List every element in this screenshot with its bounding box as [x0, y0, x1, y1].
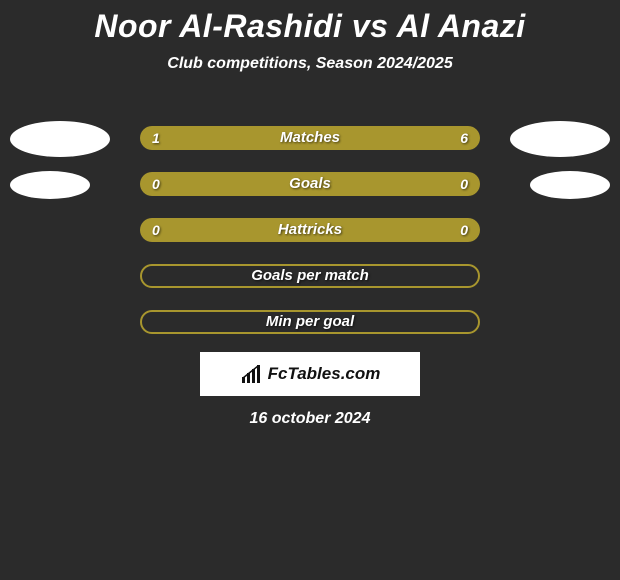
source-logo: FcTables.com [200, 352, 420, 396]
stat-bar [140, 126, 480, 150]
stat-bar [140, 172, 480, 196]
subtitle: Club competitions, Season 2024/2025 [0, 55, 620, 73]
player-right-avatar [510, 121, 610, 157]
comparison-infographic: Noor Al-Rashidi vs Al Anazi Club competi… [0, 0, 620, 580]
stat-row: Goals per match [0, 264, 620, 290]
stat-bar-left-fill [140, 172, 310, 196]
stat-row: Goals00 [0, 172, 620, 198]
source-logo-text: FcTables.com [268, 364, 381, 383]
stat-bar [140, 310, 480, 334]
stat-bar-right-fill [188, 126, 480, 150]
stat-bar [140, 264, 480, 288]
date-label: 16 october 2024 [0, 410, 620, 428]
stat-bar-left-fill [140, 126, 188, 150]
stat-row: Matches16 [0, 126, 620, 152]
stat-row: Hattricks00 [0, 218, 620, 244]
stat-bar-right-fill [310, 172, 480, 196]
page-title: Noor Al-Rashidi vs Al Anazi [0, 8, 620, 45]
stat-bar-left-fill [140, 218, 310, 242]
chart-icon [240, 365, 264, 385]
player-left-avatar [10, 171, 90, 199]
stat-bar-right-fill [310, 218, 480, 242]
player-left-avatar [10, 121, 110, 157]
player-right-avatar [530, 171, 610, 199]
stat-row: Min per goal [0, 310, 620, 336]
stat-bar [140, 218, 480, 242]
